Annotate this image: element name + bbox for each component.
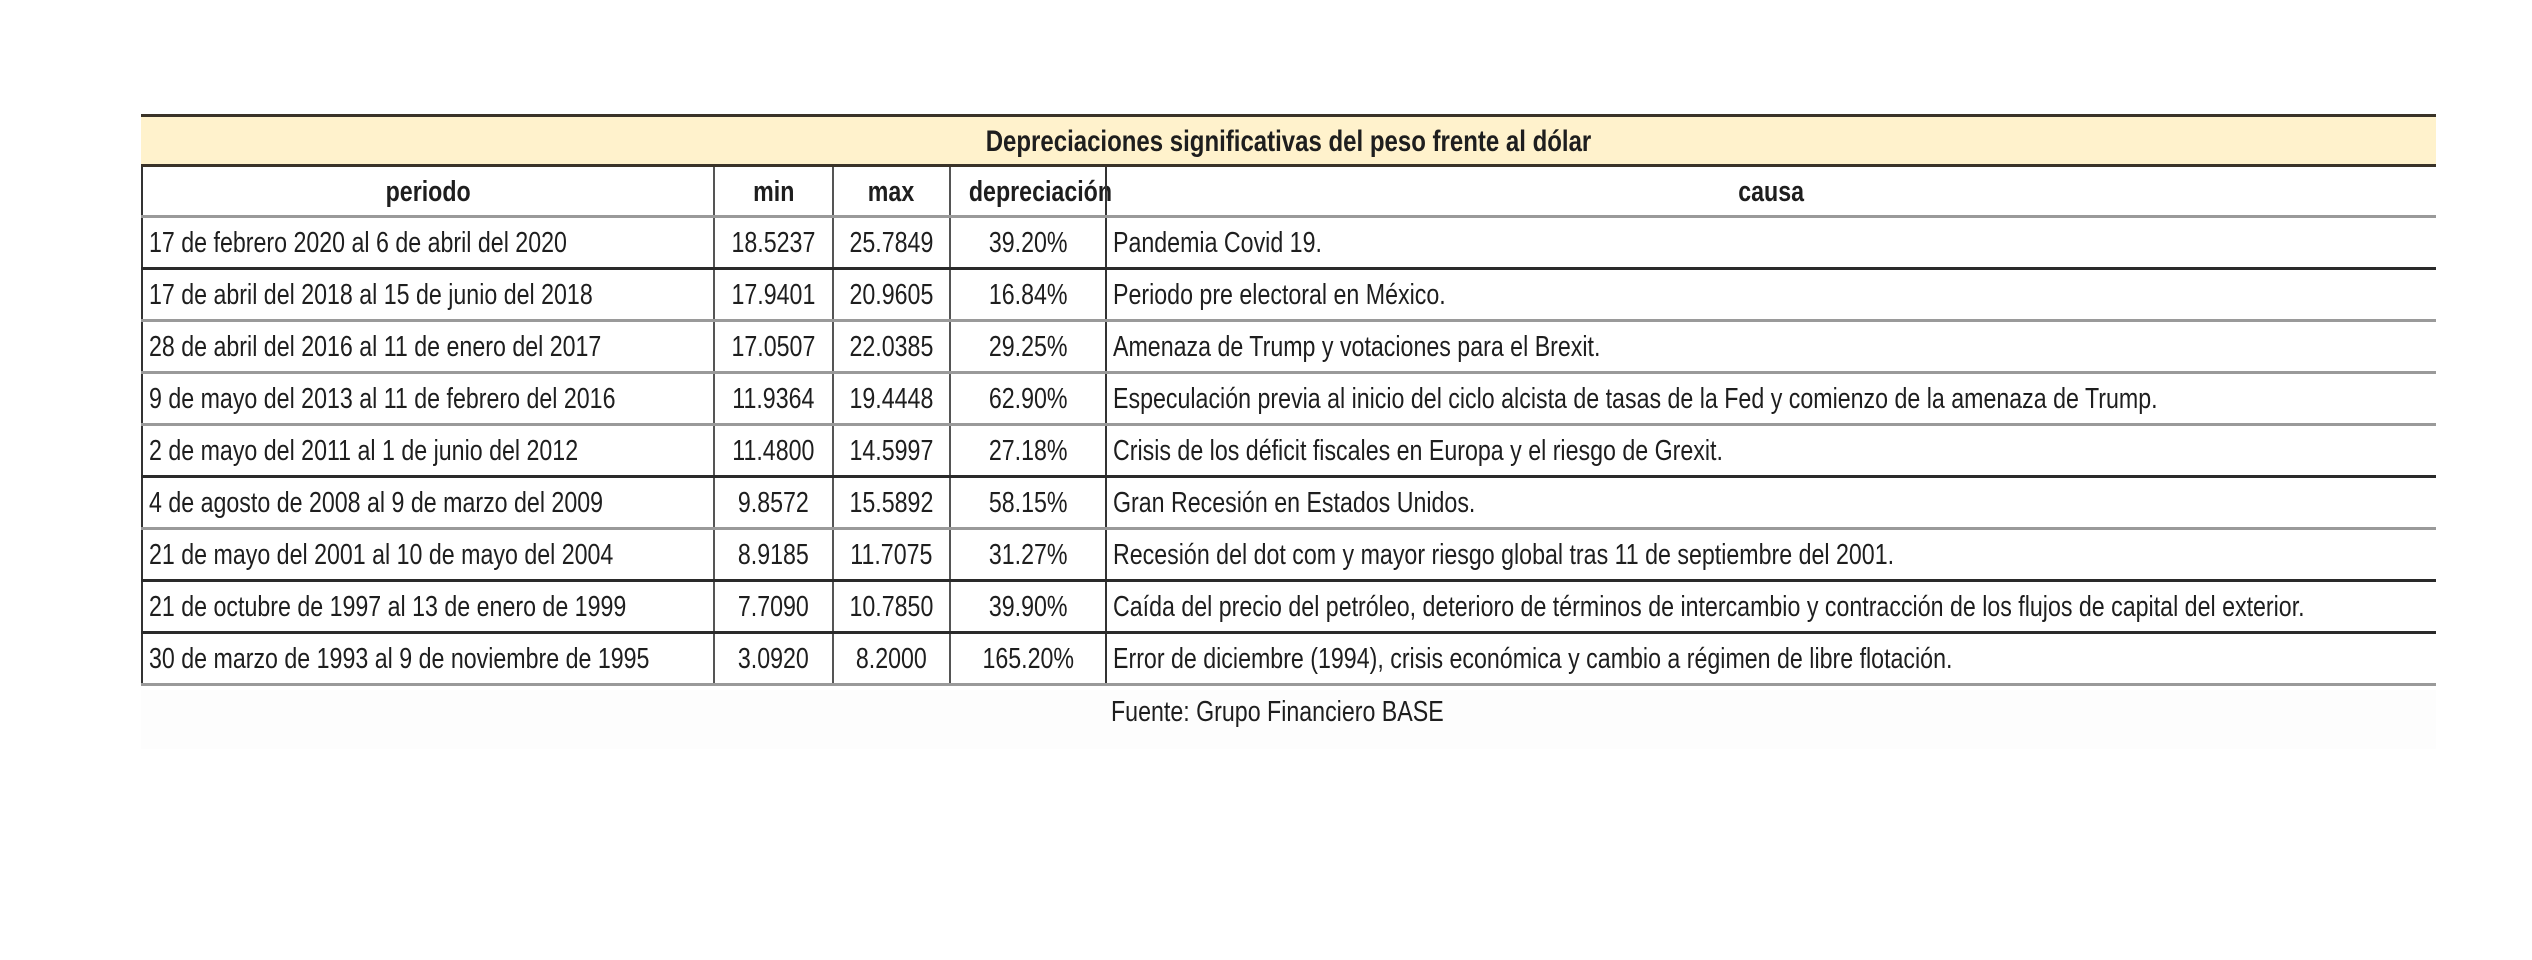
cell-causa: Pandemia Covid 19.	[1105, 218, 2436, 267]
cell-max: 20.9605	[832, 270, 949, 319]
cell-min: 11.9364	[713, 374, 832, 423]
table-row: 17 de abril del 2018 al 15 de junio del …	[141, 270, 2436, 322]
cell-min: 17.9401	[713, 270, 832, 319]
cell-max: 10.7850	[832, 582, 949, 631]
cell-periodo: 17 de febrero 2020 al 6 de abril del 202…	[141, 218, 713, 267]
table-row: 21 de mayo del 2001 al 10 de mayo del 20…	[141, 530, 2436, 582]
cell-causa: Error de diciembre (1994), crisis económ…	[1105, 634, 2436, 683]
cell-min: 18.5237	[713, 218, 832, 267]
table-row: 30 de marzo de 1993 al 9 de noviembre de…	[141, 634, 2436, 686]
header-depreciacion: depreciación	[949, 167, 1112, 215]
cell-causa: Gran Recesión en Estados Unidos.	[1105, 478, 2436, 527]
cell-max: 14.5997	[832, 426, 949, 475]
cell-causa: Amenaza de Trump y votaciones para el Br…	[1105, 322, 2436, 371]
header-causa: causa	[1105, 167, 2436, 215]
cell-causa: Periodo pre electoral en México.	[1105, 270, 2436, 319]
header-max: max	[832, 167, 949, 215]
cell-min: 8.9185	[713, 530, 832, 579]
cell-max: 25.7849	[832, 218, 949, 267]
cell-depreciacion: 27.18%	[949, 426, 1105, 475]
cell-depreciacion: 62.90%	[949, 374, 1105, 423]
cell-periodo: 21 de octubre de 1997 al 13 de enero de …	[141, 582, 713, 631]
cell-min: 17.0507	[713, 322, 832, 371]
cell-max: 22.0385	[832, 322, 949, 371]
cell-periodo: 2 de mayo del 2011 al 1 de junio del 201…	[141, 426, 713, 475]
table-row: 17 de febrero 2020 al 6 de abril del 202…	[141, 218, 2436, 270]
table-title-bar: Depreciaciones significativas del peso f…	[141, 114, 2436, 167]
cell-min: 7.7090	[713, 582, 832, 631]
cell-depreciacion: 58.15%	[949, 478, 1105, 527]
table-row: 21 de octubre de 1997 al 13 de enero de …	[141, 582, 2436, 634]
cell-periodo: 17 de abril del 2018 al 15 de junio del …	[141, 270, 713, 319]
cell-periodo: 21 de mayo del 2001 al 10 de mayo del 20…	[141, 530, 713, 579]
cell-max: 19.4448	[832, 374, 949, 423]
cell-depreciacion: 39.20%	[949, 218, 1105, 267]
cell-depreciacion: 165.20%	[949, 634, 1105, 683]
table-footer: Fuente: Grupo Financiero BASE	[141, 690, 2436, 749]
cell-periodo: 30 de marzo de 1993 al 9 de noviembre de…	[141, 634, 713, 683]
table-row: 28 de abril del 2016 al 11 de enero del …	[141, 322, 2436, 374]
cell-max: 8.2000	[832, 634, 949, 683]
cell-min: 11.4800	[713, 426, 832, 475]
cell-depreciacion: 39.90%	[949, 582, 1105, 631]
cell-periodo: 4 de agosto de 2008 al 9 de marzo del 20…	[141, 478, 713, 527]
cell-periodo: 9 de mayo del 2013 al 11 de febrero del …	[141, 374, 713, 423]
cell-depreciacion: 16.84%	[949, 270, 1105, 319]
table-row: 9 de mayo del 2013 al 11 de febrero del …	[141, 374, 2436, 426]
cell-max: 11.7075	[832, 530, 949, 579]
header-periodo: periodo	[141, 167, 713, 215]
cell-depreciacion: 31.27%	[949, 530, 1105, 579]
cell-max: 15.5892	[832, 478, 949, 527]
cell-min: 9.8572	[713, 478, 832, 527]
cell-causa: Especulación previa al inicio del ciclo …	[1105, 374, 2436, 423]
cell-depreciacion: 29.25%	[949, 322, 1105, 371]
header-min: min	[713, 167, 832, 215]
header-row: periodo min max depreciación causa	[141, 167, 2436, 218]
cell-causa: Crisis de los déficit fiscales en Europa…	[1105, 426, 2436, 475]
cell-causa: Recesión del dot com y mayor riesgo glob…	[1105, 530, 2436, 579]
table-row: 2 de mayo del 2011 al 1 de junio del 201…	[141, 426, 2436, 478]
table-row: 4 de agosto de 2008 al 9 de marzo del 20…	[141, 478, 2436, 530]
cell-causa: Caída del precio del petróleo, deterioro…	[1105, 582, 2436, 631]
table-title: Depreciaciones significativas del peso f…	[985, 125, 1592, 158]
source-note: Fuente: Grupo Financiero BASE	[1111, 696, 1444, 728]
cell-periodo: 28 de abril del 2016 al 11 de enero del …	[141, 322, 713, 371]
cell-min: 3.0920	[713, 634, 832, 683]
